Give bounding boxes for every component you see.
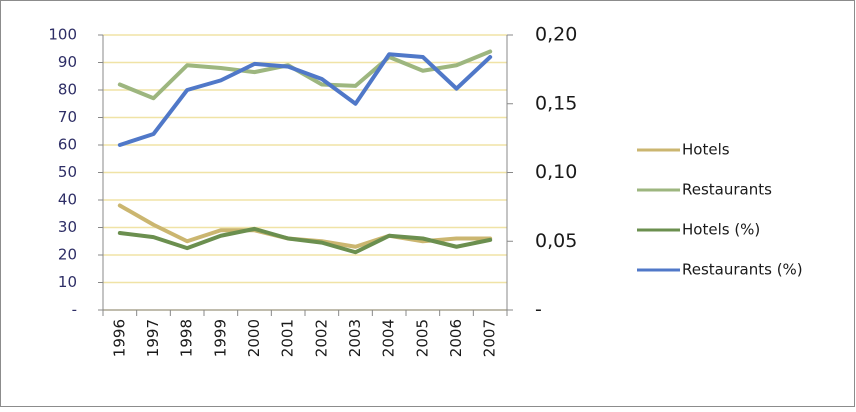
x-tick-label: 2002 (312, 319, 330, 357)
x-tick-label: 1999 (211, 319, 229, 357)
legend-label: Restaurants (%) (682, 261, 803, 279)
y2-tick-label: 0,05 (535, 230, 577, 252)
y-tick-label: 80 (58, 81, 77, 99)
legend-label: Hotels (%) (682, 221, 760, 239)
x-tick-label: 2001 (279, 319, 297, 357)
y-tick-label: 100 (48, 26, 77, 44)
y-tick-label: 30 (58, 218, 77, 236)
y-tick-label: 20 (58, 246, 77, 264)
y-tick-label: 40 (58, 191, 77, 209)
x-tick-label: 1996 (110, 319, 128, 357)
y2-tick-label: 0,15 (535, 92, 577, 114)
x-tick-label: 2003 (346, 319, 364, 357)
x-tick-label: 2004 (380, 319, 398, 357)
y-tick-label: 60 (58, 136, 77, 154)
legend-label: Restaurants (682, 181, 772, 199)
legend-label: Hotels (682, 141, 730, 159)
x-tick-label: 2005 (413, 319, 431, 357)
x-tick-label: 1998 (178, 319, 196, 357)
y2-tick-label: 0,20 (535, 24, 577, 46)
y-tick-label: 90 (58, 53, 77, 71)
x-tick-label: 2006 (447, 319, 465, 357)
y2-tick-label: 0,10 (535, 161, 577, 183)
y-tick-label: 10 (58, 273, 77, 291)
y-tick-label: 50 (58, 163, 77, 181)
x-tick-label: 1997 (144, 319, 162, 357)
x-tick-label: 2007 (481, 319, 499, 357)
series-line (117, 52, 493, 147)
x-tick-label: 2000 (245, 319, 263, 357)
y2-tick-label: - (535, 299, 542, 321)
y-tick-label: - (72, 301, 77, 319)
y-tick-label: 70 (58, 108, 77, 126)
series-line (117, 226, 493, 255)
